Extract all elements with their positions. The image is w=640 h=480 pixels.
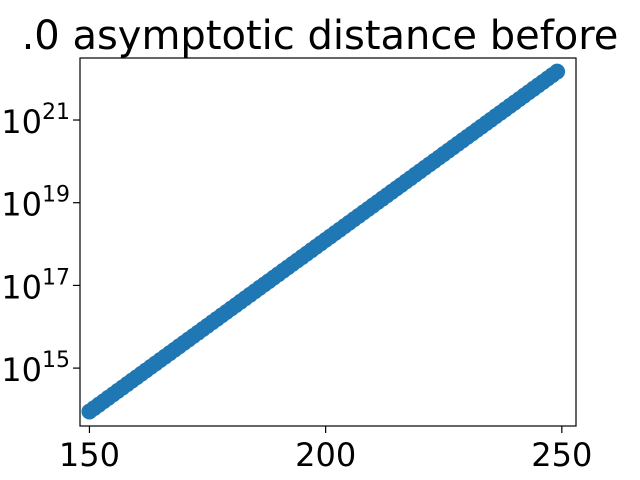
y-tick-label: 1015 xyxy=(1,348,70,389)
data-point xyxy=(549,63,566,80)
plot-frame xyxy=(79,57,577,427)
y-tick-label: 1021 xyxy=(1,100,70,141)
x-tick-label: 250 xyxy=(531,436,592,474)
y-tick-label: 1019 xyxy=(1,183,70,224)
y-axis: 1015 1017 1019 1021 xyxy=(1,100,80,389)
scatter-points xyxy=(81,63,566,420)
x-tick-label: 150 xyxy=(59,436,120,474)
y-tick-label: 1017 xyxy=(1,265,70,306)
chart-title: .0 asymptotic distance before xyxy=(22,13,619,59)
x-axis: 150 200 250 xyxy=(59,426,592,474)
x-tick-label: 200 xyxy=(295,436,356,474)
